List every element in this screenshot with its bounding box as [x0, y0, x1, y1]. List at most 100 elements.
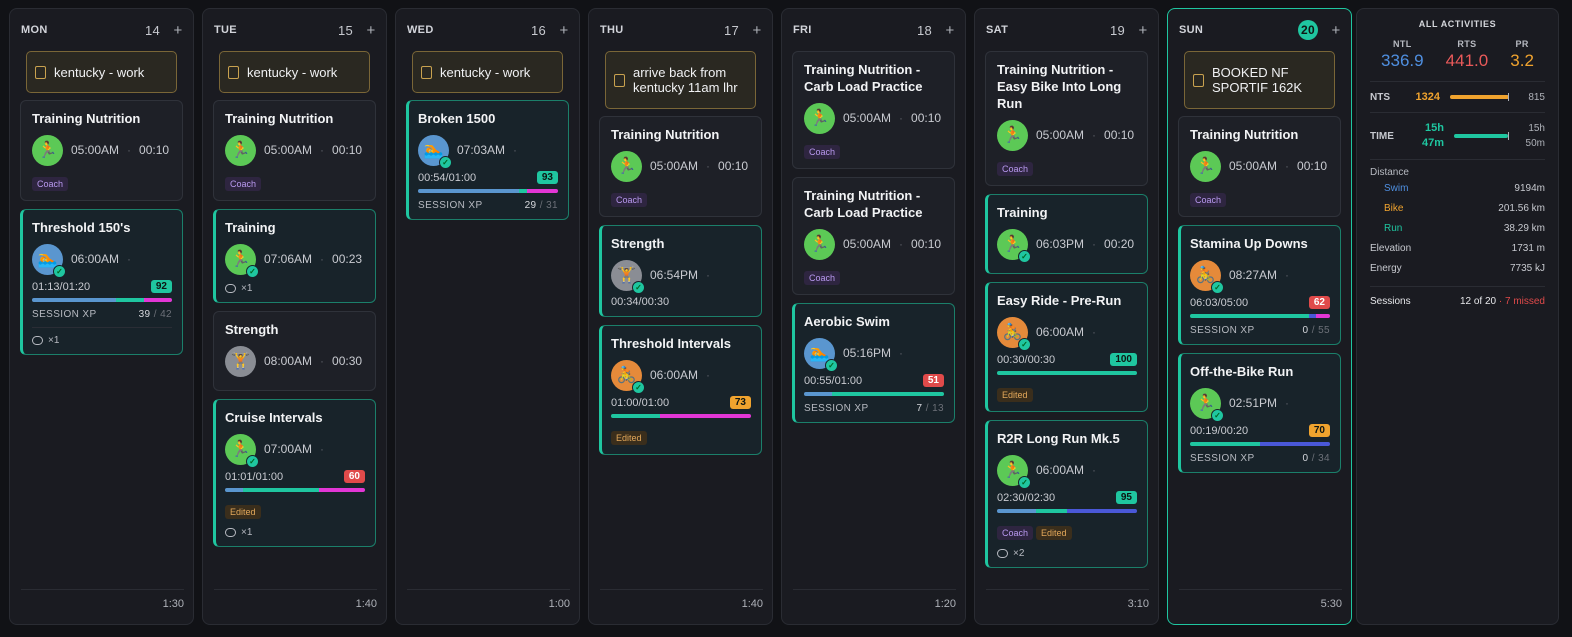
comment-icon [225, 284, 236, 293]
xp-divider: / [536, 200, 547, 211]
workout-title: Training Nutrition - Carb Load Practice [804, 188, 923, 220]
day-header: TUE 15 + [203, 9, 386, 51]
workout-meta: 🏃 05:00AM · 00:10 [804, 101, 944, 135]
workout-meta: 🏃 05:00AM · 00:10 [611, 149, 751, 183]
comment-count: ×1 [241, 283, 253, 294]
workout-card[interactable]: Training 🏃 ✓ 06:03PM · 00:20 [985, 194, 1148, 274]
comment-count: ×1 [241, 527, 253, 538]
workout-meta: 🏃 05:00AM · 00:10 [225, 133, 365, 167]
add-workout-button[interactable]: + [1331, 21, 1341, 39]
workout-card[interactable]: Broken 1500 🏊 ✓ 07:03AM · 00:54/01:00 93 SESSIO… [406, 100, 569, 220]
running-icon: 🏃 [804, 102, 835, 134]
workout-time: 07:06AM [264, 252, 313, 266]
session-xp-row: SESSION XP 0 / 55 [1190, 325, 1330, 336]
note-card[interactable]: kentucky - work [412, 51, 563, 93]
workout-title: Training Nutrition - Easy Bike Into Long… [997, 62, 1122, 111]
completed-check-icon: ✓ [825, 358, 838, 372]
progress-row: 00:34/00:30 [611, 296, 751, 308]
workout-time: 05:00AM [71, 143, 120, 157]
workout-list: BOOKED NF SPORTIF 162K Training Nutrition… [1168, 51, 1351, 473]
separator-dot: · [899, 346, 904, 360]
workout-time: 06:00AM [1036, 463, 1085, 477]
zone-segment [32, 298, 116, 302]
metric-pr: PR 3.2 [1510, 39, 1534, 71]
workout-card[interactable]: Aerobic Swim 🏊 ✓ 05:16PM · 00:55/01:00 51 SESSI… [792, 303, 955, 423]
note-card[interactable]: arrive back from kentucky 11am lhr [605, 51, 756, 109]
add-workout-button[interactable]: + [1138, 21, 1148, 39]
workout-card[interactable]: Training Nutrition 🏃 05:00AM · 00:10 Coach [599, 116, 762, 217]
add-workout-button[interactable]: + [559, 21, 569, 39]
workout-card[interactable]: Strength 🏋 08:00AM · 00:30 [213, 311, 376, 391]
xp-earned: 7 [916, 403, 923, 414]
add-workout-button[interactable]: + [945, 21, 955, 39]
sport-distance-bike: Bike 201.56 km [1370, 198, 1545, 218]
note-card[interactable]: kentucky - work [219, 51, 370, 93]
energy-row: Energy 7735 kJ [1370, 258, 1545, 278]
time-row: TIME 15h 47m 15h 50m [1370, 113, 1545, 160]
metric-ntl: NTL 336.9 [1381, 39, 1424, 71]
coach-tag: Coach [804, 271, 841, 285]
sessions-label: Sessions [1370, 296, 1411, 307]
xp-max: 34 [1318, 453, 1330, 464]
workout-card[interactable]: Training Nutrition - Carb Load Practice 🏃… [792, 51, 955, 169]
note-title: arrive back from kentucky 11am lhr [633, 65, 738, 95]
workout-card[interactable]: Easy Ride - Pre-Run 🚴 ✓ 06:00AM · 00:30/00:30… [985, 282, 1148, 412]
day-number: 19 [1109, 22, 1125, 38]
day-total: 1:00 [407, 589, 570, 610]
score-badge: 93 [536, 171, 558, 184]
progress-row: 01:01/01:00 60 [225, 470, 365, 483]
xp-divider: / [150, 309, 161, 320]
comment-icon [997, 549, 1008, 558]
add-workout-button[interactable]: + [752, 21, 762, 39]
running-icon: 🏃 [611, 150, 642, 182]
workout-card[interactable]: Training Nutrition 🏃 05:00AM · 00:10 Coach [20, 100, 183, 201]
day-total: 3:10 [986, 589, 1149, 610]
workout-card[interactable]: Training Nutrition - Carb Load Practice 🏃… [792, 177, 955, 295]
sport-distance-list: Swim 9194m Bike 201.56 km Run 38.29 km [1370, 178, 1545, 238]
completed-check-icon: ✓ [1211, 280, 1224, 294]
running-icon: 🏃 ✓ [225, 433, 259, 468]
comments-row[interactable]: ×1 [225, 527, 365, 538]
separator-dot: · [706, 268, 711, 282]
score-badge: 62 [1308, 296, 1330, 309]
comment-icon [32, 336, 43, 345]
workout-card[interactable]: Cruise Intervals 🏃 ✓ 07:00AM · 01:01/01:00 60 E… [213, 399, 376, 547]
workout-card[interactable]: R2R Long Run Mk.5 🏃 ✓ 06:00AM · 02:30/02:30 95… [985, 420, 1148, 568]
workout-card[interactable]: Stamina Up Downs 🚴 ✓ 08:27AM · 06:03/05:00 62 S… [1178, 225, 1341, 345]
edited-tag: Edited [225, 505, 261, 519]
metric-rts: RTS 441.0 [1446, 39, 1489, 71]
summary-panel: ALL ACTIVITIES NTL 336.9 RTS 441.0 PR 3.2 NTS… [1356, 8, 1559, 625]
separator-dot: · [1092, 128, 1097, 142]
day-column-thu: THU 17 + arrive back from kentucky 11am lhr… [588, 8, 773, 625]
workout-card[interactable]: Threshold Intervals 🚴 ✓ 06:00AM · 01:00/01:00… [599, 325, 762, 455]
workout-card[interactable]: Threshold 150's 🏊 ✓ 06:00AM · 01:13/01:20 92 SE… [20, 209, 183, 355]
workout-card[interactable]: Training Nutrition 🏃 05:00AM · 00:10 Coach [213, 100, 376, 201]
comments-row[interactable]: ×2 [997, 548, 1137, 559]
add-workout-button[interactable]: + [173, 21, 183, 39]
completed-check-icon: ✓ [1018, 249, 1031, 263]
progress-row: 06:03/05:00 62 [1190, 296, 1330, 309]
comments-row[interactable]: ×1 [225, 283, 365, 294]
metrics-row: NTL 336.9 RTS 441.0 PR 3.2 [1370, 39, 1545, 82]
zone-segment [1260, 442, 1330, 446]
workout-card[interactable]: Training Nutrition 🏃 05:00AM · 00:10 Coach [1178, 116, 1341, 217]
add-workout-button[interactable]: + [366, 21, 376, 39]
note-card[interactable]: kentucky - work [26, 51, 177, 93]
edited-tag: Edited [1036, 526, 1072, 540]
note-title: kentucky - work [440, 64, 531, 80]
workout-time: 07:03AM [457, 143, 506, 157]
swimming-icon: 🏊 ✓ [418, 134, 452, 169]
workout-list: kentucky - work Broken 1500 🏊 ✓ 07:03AM · 00:5… [396, 51, 579, 220]
day-number: 14 [144, 22, 160, 38]
day-name: WED [407, 24, 434, 36]
workout-duration: 00:10 [718, 159, 749, 173]
day-total: 1:40 [600, 589, 763, 610]
comments-row[interactable]: ×1 [32, 327, 172, 346]
workout-card[interactable]: Training Nutrition - Easy Bike Into Long… [985, 51, 1148, 186]
workout-card[interactable]: Training 🏃 ✓ 07:06AM · 00:23 ×1 [213, 209, 376, 303]
workout-card[interactable]: Strength 🏋 ✓ 06:54PM · 00:34/00:30 [599, 225, 762, 317]
workout-title: Stamina Up Downs [1190, 236, 1308, 251]
completed-check-icon: ✓ [1018, 337, 1031, 351]
note-card[interactable]: BOOKED NF SPORTIF 162K [1184, 51, 1335, 109]
workout-card[interactable]: Off-the-Bike Run 🏃 ✓ 02:51PM · 00:19/00:20 70 S… [1178, 353, 1341, 473]
